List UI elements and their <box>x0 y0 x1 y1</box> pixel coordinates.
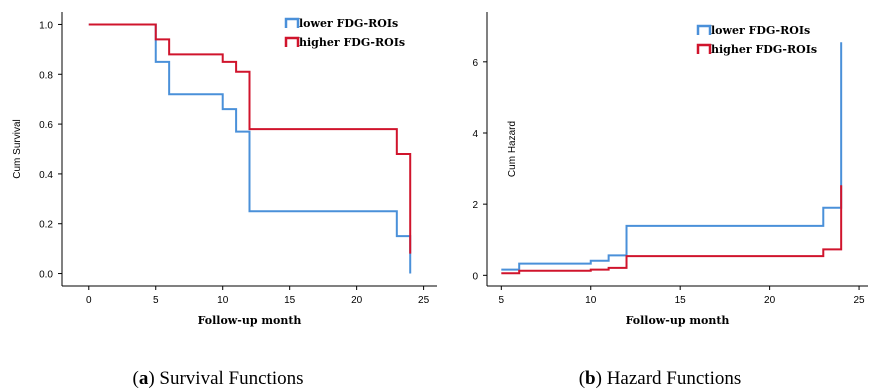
y-tick-label: 0.0 <box>39 270 53 281</box>
y-tick-label: 0.4 <box>39 170 53 181</box>
x-tick-label: 20 <box>351 295 363 306</box>
x-axis-label: Follow-up month <box>198 314 302 327</box>
y-tick-label: 0.8 <box>39 70 53 81</box>
x-tick-label: 25 <box>418 295 430 306</box>
legend-swatch <box>696 24 712 35</box>
x-tick-label: 10 <box>217 295 229 306</box>
x-tick-label: 10 <box>585 295 597 306</box>
y-tick-label: 1.0 <box>39 20 53 31</box>
caption-b: (b) Hazard Functions <box>579 368 742 389</box>
y-tick-label: 2 <box>472 200 478 211</box>
y-tick-label: 0.2 <box>39 220 53 231</box>
series-line-higher <box>88 23 412 254</box>
y-tick-label: 0.6 <box>39 120 53 131</box>
x-tick-label: 25 <box>853 295 865 306</box>
y-tick-label: 4 <box>472 129 478 140</box>
y-tick-label: 6 <box>472 58 478 69</box>
x-tick-label: 15 <box>284 295 296 306</box>
legend-label: higher FDG-ROIs <box>299 36 405 49</box>
x-tick-label: 5 <box>153 295 159 306</box>
series-line-lower <box>88 23 412 274</box>
caption-a: (a) Survival Functions <box>133 368 304 389</box>
survival-chart: 0 5 10 15 20 25 0.0 0.2 0.4 0.6 0.8 1.0 Follow-up mo… <box>12 12 437 327</box>
hazard-chart: 5 10 15 20 25 0 2 4 6 Follow-up month Cum Hazard lo… <box>472 12 868 327</box>
series-line-higher <box>501 185 843 275</box>
legend-swatch <box>696 43 712 54</box>
y-tick-label: 0 <box>472 271 478 282</box>
y-axis-label: Cum Hazard <box>507 121 518 177</box>
y-axis-label: Cum Survival <box>12 119 23 178</box>
legend-label: lower FDG-ROIs <box>299 17 398 30</box>
x-axis-label: Follow-up month <box>626 314 730 327</box>
x-tick-label: 20 <box>764 295 776 306</box>
legend-swatch <box>284 36 300 47</box>
legend-label: lower FDG-ROIs <box>711 24 810 37</box>
legend-label: higher FDG-ROIs <box>711 43 817 56</box>
legend-swatch <box>284 17 300 28</box>
series-line-lower <box>501 42 843 271</box>
x-tick-label: 5 <box>499 295 505 306</box>
x-tick-label: 0 <box>86 295 92 306</box>
x-tick-label: 15 <box>675 295 687 306</box>
